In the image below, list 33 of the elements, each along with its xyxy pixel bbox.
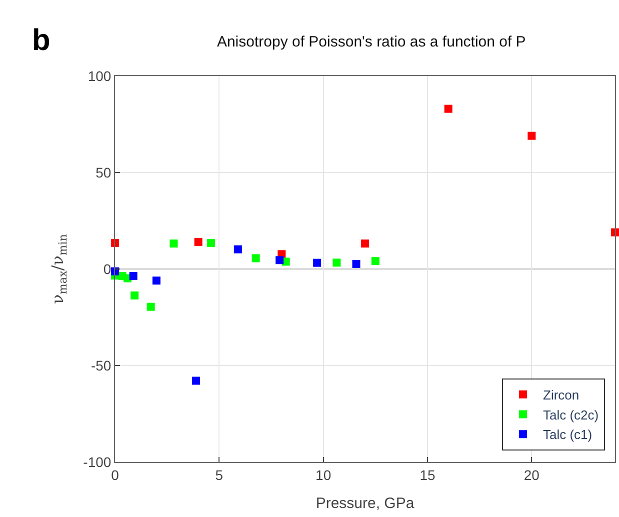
point xyxy=(528,132,536,140)
chart-title: Anisotropy of Poisson's ratio as a function of P xyxy=(216,34,526,51)
legend-label: Talc (c1) xyxy=(543,427,592,442)
legend-label: Zircon xyxy=(543,387,580,402)
x-tick-label: 15 xyxy=(420,466,436,483)
x-tick-label: 20 xyxy=(524,466,540,483)
point xyxy=(152,276,160,285)
point xyxy=(276,256,284,264)
point xyxy=(332,258,341,267)
y-tick-label: 0 xyxy=(103,260,112,277)
point xyxy=(207,238,216,247)
point xyxy=(313,258,322,267)
y-tick-label: 50 xyxy=(96,164,112,180)
point xyxy=(444,104,452,113)
point xyxy=(371,257,380,266)
point xyxy=(129,272,138,280)
point xyxy=(234,245,242,254)
y-tick-label: -50 xyxy=(90,357,112,374)
text: b xyxy=(32,24,50,57)
y-tick-label: 100 xyxy=(88,68,112,84)
y-tick-label: -100 xyxy=(83,454,112,470)
point xyxy=(252,254,260,262)
point xyxy=(361,240,369,248)
x-tick-label: 10 xyxy=(316,466,332,483)
x-axis-title: Pressure, GPa xyxy=(316,494,415,512)
point xyxy=(170,240,178,248)
legend-label: Talc (c2c) xyxy=(543,407,599,422)
x-tick-label: 5 xyxy=(215,466,224,483)
point xyxy=(130,291,139,300)
point xyxy=(194,238,202,246)
point xyxy=(192,376,200,385)
point xyxy=(352,260,360,268)
point xyxy=(146,302,155,311)
